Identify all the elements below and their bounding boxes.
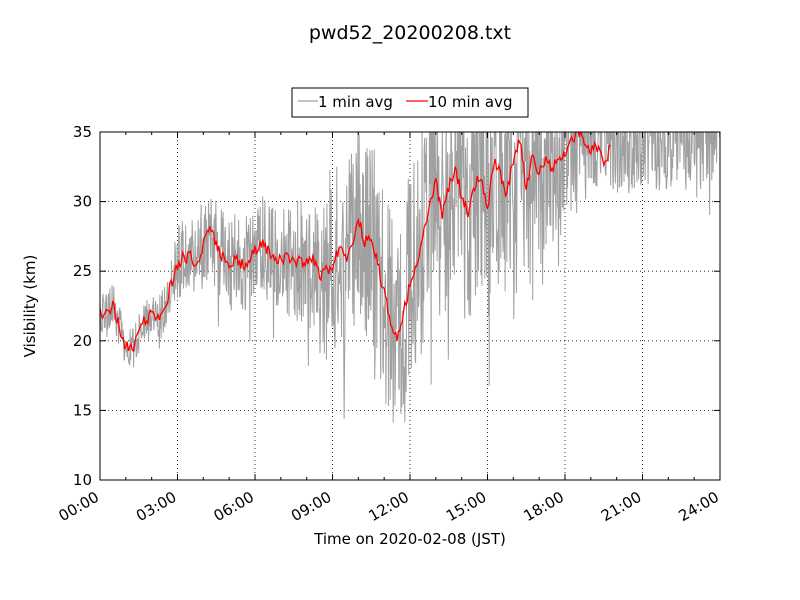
y-tick-label: 15: [73, 401, 92, 419]
series-line-10-min-avg: [100, 132, 611, 353]
x-tick-label: 24:00: [676, 488, 722, 525]
x-tick-label: 03:00: [133, 488, 179, 525]
y-tick-label: 20: [73, 332, 92, 350]
x-tick-label: 00:00: [56, 488, 102, 525]
y-axis-ticks: 10 15 20 25 30 35: [73, 123, 720, 489]
y-axis-label: Visibility (km): [21, 255, 39, 358]
y-tick-label: 30: [73, 193, 92, 211]
grid: [100, 132, 720, 480]
series-line-1-min-avg: [100, 132, 720, 423]
x-axis-label: Time on 2020-02-08 (JST): [313, 530, 506, 548]
chart-title: pwd52_20200208.txt: [309, 22, 511, 44]
x-tick-label: 21:00: [598, 488, 644, 525]
x-tick-label: 09:00: [288, 488, 334, 525]
legend-label-1-min-avg: 1 min avg: [318, 93, 393, 111]
plot-area: 00:00 03:00 06:00 09:00 12:00 15:00 18:00 21:00…: [56, 123, 722, 525]
legend-label-10-min-avg: 10 min avg: [428, 93, 513, 111]
y-tick-label: 35: [73, 123, 92, 141]
x-tick-label: 12:00: [366, 488, 412, 525]
x-tick-label: 06:00: [211, 488, 257, 525]
x-tick-label: 18:00: [521, 488, 567, 525]
x-tick-label: 15:00: [443, 488, 489, 525]
plot-frame: [99, 131, 721, 481]
legend-box: [291, 87, 529, 118]
y-tick-label: 25: [73, 262, 92, 280]
y-tick-label: 10: [73, 471, 92, 489]
legend: 1 min avg 10 min avg: [291, 87, 529, 118]
